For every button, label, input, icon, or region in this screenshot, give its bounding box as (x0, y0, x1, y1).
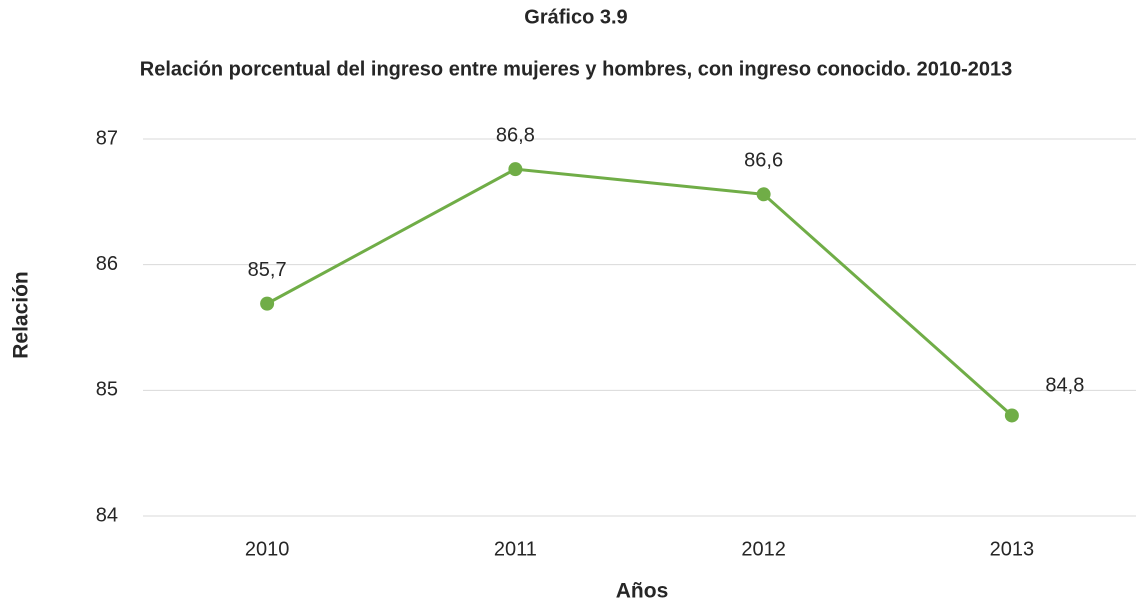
data-point (508, 162, 523, 177)
x-tick-label: 2010 (245, 538, 290, 560)
data-point (1004, 408, 1019, 423)
x-tick-label: 2013 (990, 538, 1035, 560)
series-line (266, 167, 1013, 417)
y-tick-label: 87 (96, 127, 118, 149)
data-point (260, 296, 275, 311)
data-label: 86,8 (496, 124, 535, 146)
chart-title: Gráfico 3.9 (524, 6, 627, 28)
x-tick-label: 2012 (741, 538, 786, 560)
chart-subtitle: Relación porcentual del ingreso entre mu… (140, 58, 1013, 80)
data-point (756, 187, 771, 202)
data-label: 84,8 (1045, 375, 1084, 397)
x-tick-label: 2011 (494, 538, 537, 560)
x-axis-title: Años (616, 580, 669, 603)
y-tick-label: 85 (96, 379, 118, 401)
data-label: 85,7 (248, 259, 287, 281)
y-tick-label: 84 (96, 504, 118, 526)
y-tick-label: 86 (96, 253, 118, 275)
y-axis-title: Relación (10, 271, 33, 359)
data-label: 86,6 (744, 150, 783, 172)
